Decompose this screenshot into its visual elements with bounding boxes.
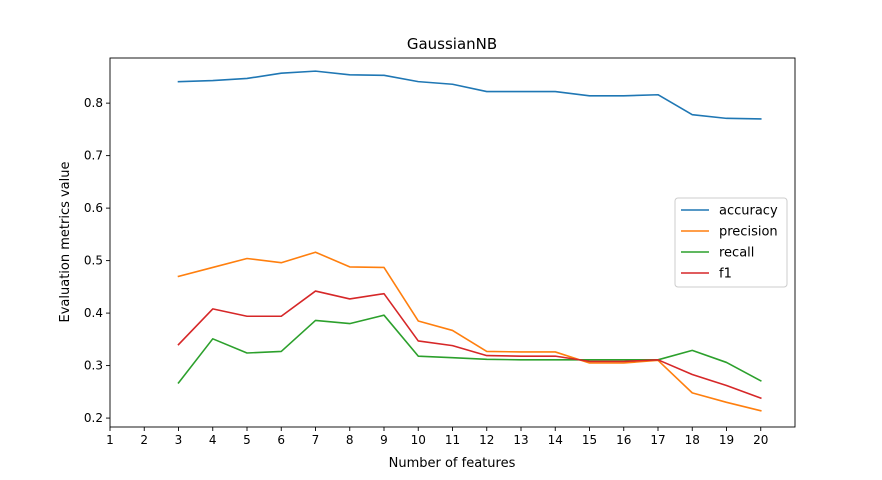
x-tick-label: 17 — [650, 433, 665, 447]
x-tick-label: 10 — [411, 433, 426, 447]
legend-label-accuracy: accuracy — [719, 204, 778, 219]
legend-label-f1: f1 — [719, 267, 732, 282]
x-tick-label: 3 — [175, 433, 183, 447]
x-tick-label: 6 — [277, 433, 285, 447]
y-axis-label: Evaluation metrics value — [58, 161, 73, 322]
x-tick-label: 16 — [616, 433, 631, 447]
y-tick-label: 0.2 — [84, 411, 103, 425]
chart-title: GaussianNB — [407, 35, 497, 53]
y-tick-label: 0.8 — [84, 96, 103, 110]
x-tick-label: 12 — [479, 433, 494, 447]
legend-label-recall: recall — [719, 246, 754, 261]
plot-area: 1 2 3 4 5 6 7 8 9 10 11 12 13 14 15 16 17 18 19 200.20.30.4… — [84, 57, 796, 447]
legend-box — [674, 197, 788, 288]
x-tick-label: 15 — [582, 433, 597, 447]
x-tick-label: 18 — [685, 433, 700, 447]
y-tick-label: 0.4 — [84, 306, 103, 320]
x-tick-label: 7 — [312, 433, 320, 447]
x-tick-label: 5 — [243, 433, 251, 447]
x-tick-label: 4 — [209, 433, 217, 447]
x-tick-label: 13 — [513, 433, 528, 447]
y-tick-label: 0.6 — [84, 201, 103, 215]
x-axis-label: Number of features — [389, 456, 516, 471]
series-line-precision — [177, 251, 762, 412]
x-tick-label: 20 — [753, 433, 768, 447]
series-line-accuracy — [177, 70, 762, 120]
x-tick-label: 8 — [346, 433, 354, 447]
y-tick-label: 0.7 — [84, 149, 103, 163]
y-tick-label: 0.5 — [84, 254, 103, 268]
x-tick-label: 9 — [380, 433, 388, 447]
y-tick-label: 0.3 — [84, 359, 103, 373]
x-tick-label: 11 — [445, 433, 460, 447]
x-tick-label: 1 — [106, 433, 114, 447]
series-line-f1 — [177, 290, 762, 400]
x-tick-label: 19 — [719, 433, 734, 447]
x-tick-label: 2 — [140, 433, 148, 447]
series-line-recall — [177, 314, 762, 385]
legend: accuracy precision recall f1 — [674, 197, 788, 288]
legend-label-precision: precision — [719, 225, 778, 240]
x-tick-label: 14 — [548, 433, 563, 447]
